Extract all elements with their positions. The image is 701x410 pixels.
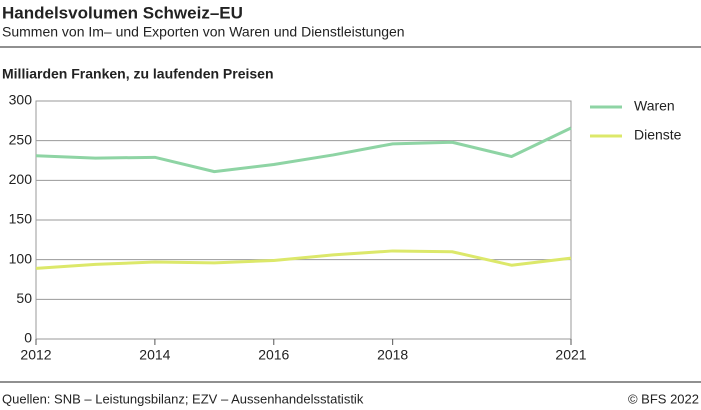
y-tick-label: 100 <box>9 250 33 266</box>
chart-title: Handelsvolumen Schweiz–EU <box>2 3 243 22</box>
y-tick-label: 250 <box>9 131 33 147</box>
y-axis-label: Milliarden Franken, zu laufenden Preisen <box>2 66 274 82</box>
series-line <box>35 126 572 174</box>
series-line <box>35 249 572 270</box>
y-tick-label: 50 <box>16 290 32 306</box>
x-tick-label: 2021 <box>555 347 586 363</box>
y-tick-label: 200 <box>9 171 33 187</box>
chart-subtitle: Summen von Im– und Exporten von Waren un… <box>2 24 405 40</box>
source: Quellen: SNB – Leistungsbilanz; EZV – Au… <box>2 391 364 406</box>
x-tick-label: 2018 <box>377 347 408 363</box>
y-tick-label: 0 <box>24 330 32 346</box>
plot-frame <box>35 100 572 340</box>
y-tick-label: 300 <box>9 92 33 108</box>
legend-label: Dienste <box>634 127 682 143</box>
legend-label: Waren <box>634 98 675 114</box>
x-tick-label: 2012 <box>20 347 51 363</box>
x-tick-label: 2016 <box>258 347 289 363</box>
copyright: © BFS 2022 <box>628 391 699 406</box>
x-tick-label: 2014 <box>139 347 170 363</box>
y-tick-label: 150 <box>9 211 33 227</box>
